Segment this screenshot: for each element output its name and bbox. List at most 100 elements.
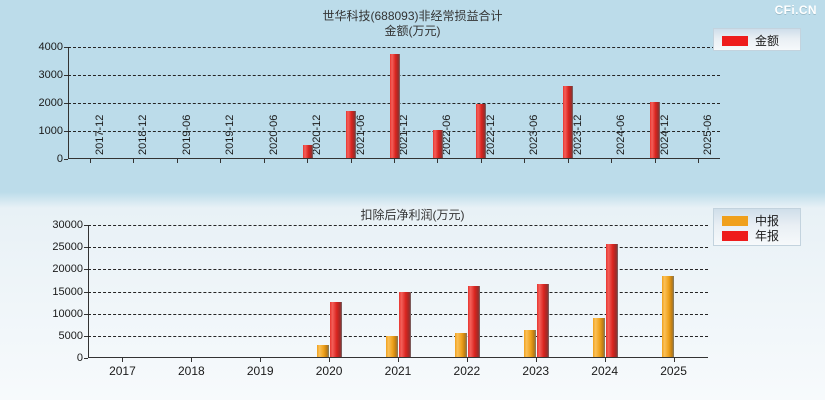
x-axis-tick <box>466 358 468 362</box>
gridline <box>88 313 708 315</box>
bar <box>467 285 480 357</box>
top-chart-plot-area: 0 1000 2000 3000 4000 2017-12 2018-12 2019-06 20… <box>39 41 720 165</box>
bottom-chart-plot-area: 0 5000 10000 15000 20000 25000 30000 2017 2018 20… <box>52 219 708 378</box>
top-chart-legend: 金额 <box>713 28 801 51</box>
legend-item: 年报 <box>722 228 790 243</box>
x-axis-tick <box>567 159 569 163</box>
x-axis-tick <box>220 159 222 163</box>
y-axis-tick <box>84 247 88 249</box>
bar <box>386 336 398 357</box>
x-axis-tick <box>535 358 537 362</box>
legend-swatch-icon <box>722 230 748 241</box>
x-axis-tick-label: 2020-12 <box>311 114 324 155</box>
y-axis-tick <box>84 269 88 271</box>
bar <box>330 302 343 357</box>
x-axis-tick <box>394 159 395 163</box>
x-axis-tick-label: 2023-12 <box>571 114 584 155</box>
x-axis-tick-label: 2023-06 <box>528 114 541 155</box>
bottom-chart-x-axis <box>88 357 708 358</box>
x-axis-tick <box>191 358 193 362</box>
x-axis-tick <box>398 358 399 362</box>
x-axis-tick-label: 2022 <box>453 364 481 378</box>
legend-label: 年报 <box>755 228 780 243</box>
bar <box>536 284 549 357</box>
x-axis-tick-label: 2019 <box>246 364 274 378</box>
top-chart-x-axis <box>68 158 720 159</box>
top-chart-title: 世华科技(688093)非经常损益合计 <box>322 9 503 23</box>
x-axis-tick-label: 2025 <box>660 364 687 378</box>
bar <box>523 329 536 357</box>
bar <box>661 275 674 357</box>
bar <box>592 318 605 357</box>
x-axis-tick <box>89 159 91 163</box>
y-axis-tick-label: 25000 <box>52 241 83 254</box>
x-axis-tick-label: 2022-12 <box>484 114 497 155</box>
x-axis-tick <box>654 159 656 163</box>
y-axis-tick-label: 1000 <box>38 125 63 137</box>
bar <box>317 345 330 357</box>
x-axis-tick <box>480 159 482 163</box>
x-axis-tick-label: 2019-06 <box>180 114 193 155</box>
x-axis-tick <box>260 358 262 362</box>
y-axis-tick-label: 30000 <box>52 219 83 231</box>
x-axis-tick-label: 2024-12 <box>658 114 671 155</box>
y-axis-tick-label: 0 <box>76 352 83 364</box>
top-chart-panel: 世华科技(688093)非经常损益合计 金额(万元) 0 1000 2000 3000… <box>39 9 801 165</box>
y-axis-tick-label: 3000 <box>38 69 63 81</box>
y-axis-tick-label: 4000 <box>38 41 63 53</box>
x-axis-tick-label: 2020-06 <box>267 114 280 155</box>
x-axis-tick <box>350 159 352 163</box>
x-axis-tick-label: 2020 <box>315 364 343 378</box>
cfi-watermark: CFi.CN <box>774 3 817 17</box>
y-axis-tick <box>84 313 88 315</box>
x-axis-tick-label: 2017-12 <box>93 114 106 155</box>
bottom-chart-title: 扣除后净利润(万元) <box>360 208 465 222</box>
legend-item: 金额 <box>722 33 790 48</box>
legend-swatch-icon <box>722 215 748 226</box>
gridline <box>88 269 708 271</box>
y-axis-tick-label: 2000 <box>38 97 63 109</box>
x-axis-tick <box>133 159 135 163</box>
x-axis-tick-label: 2024-06 <box>615 114 628 155</box>
bar <box>563 86 574 158</box>
y-axis-tick-label: 20000 <box>52 263 83 276</box>
gridline <box>88 225 708 226</box>
x-axis-tick-label: 2022-06 <box>441 114 454 155</box>
gridline <box>88 291 708 293</box>
legend-label: 金额 <box>755 33 780 48</box>
y-axis-tick <box>64 131 68 132</box>
x-axis-tick <box>122 358 124 362</box>
y-axis-tick <box>64 159 68 160</box>
legend-label: 中报 <box>755 213 780 228</box>
bar <box>346 111 357 158</box>
bar <box>605 244 618 357</box>
bar <box>399 291 411 357</box>
bar <box>432 130 443 158</box>
top-chart-subtitle: 金额(万元) <box>384 24 441 38</box>
x-axis-tick-label: 2018 <box>177 364 205 378</box>
x-axis-tick <box>307 159 309 163</box>
y-axis-tick <box>64 103 68 104</box>
y-axis-tick-label: 5000 <box>58 329 83 342</box>
y-axis-tick-label: 10000 <box>52 307 83 320</box>
y-axis-tick <box>84 358 88 359</box>
x-axis-tick <box>524 159 526 163</box>
bar <box>389 54 400 158</box>
bar <box>650 101 661 158</box>
x-axis-tick <box>329 358 331 362</box>
x-axis-tick-label: 2024 <box>591 364 619 378</box>
bar <box>454 333 467 357</box>
y-axis-tick-label: 15000 <box>52 285 83 298</box>
y-axis-tick <box>64 47 68 48</box>
legend-item: 中报 <box>722 213 790 228</box>
x-axis-tick <box>176 159 178 163</box>
y-axis-tick-label: 0 <box>56 153 63 165</box>
x-axis-tick-label: 2017 <box>109 364 136 378</box>
bottom-chart-panel: 扣除后净利润(万元) 0 5000 10000 15000 20000 25000 3000… <box>0 200 825 400</box>
x-axis-tick-label: 2021-12 <box>398 114 410 155</box>
x-axis-tick <box>698 159 700 163</box>
x-axis-tick-label: 2018-12 <box>137 114 150 155</box>
x-axis-tick-label: 2021 <box>384 364 412 378</box>
y-axis-tick <box>64 75 68 76</box>
